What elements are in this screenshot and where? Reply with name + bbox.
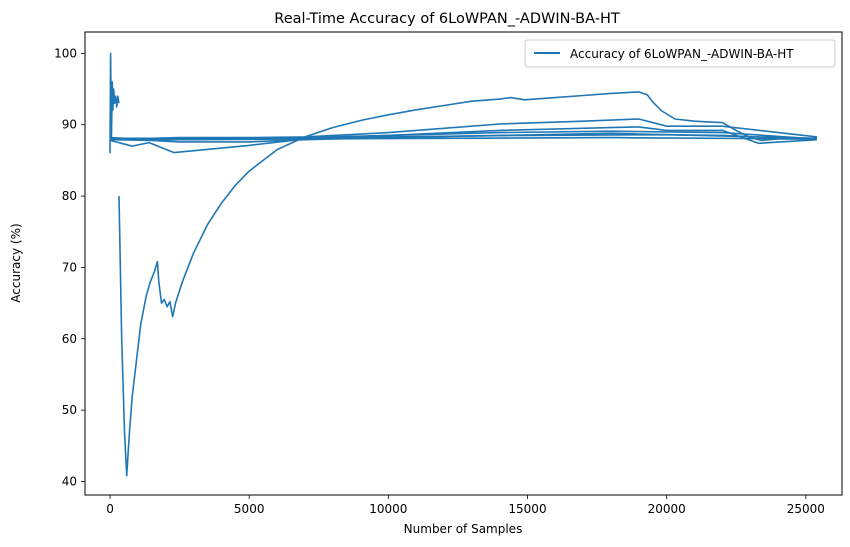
- series-line-segment: [110, 136, 818, 141]
- series-line-segment: [109, 52, 120, 154]
- y-tick-label: 80: [62, 189, 77, 203]
- x-tick-label: 25000: [787, 502, 825, 516]
- chart-title: Real-Time Accuracy of 6LoWPAN_-ADWIN-BA-…: [274, 11, 620, 27]
- series-line-segment: [118, 91, 817, 477]
- y-tick-label: 90: [62, 118, 77, 132]
- y-axis-label: Accuracy (%): [9, 223, 23, 302]
- x-tick-label: 0: [106, 502, 114, 516]
- y-tick-label: 60: [62, 332, 77, 346]
- plot-area: [84, 31, 843, 496]
- legend: Accuracy of 6LoWPAN_-ADWIN-BA-HT: [524, 39, 836, 68]
- x-tick-label: 10000: [369, 502, 407, 516]
- series-line-segment: [109, 126, 818, 154]
- legend-entry-label: Accuracy of 6LoWPAN_-ADWIN-BA-HT: [570, 47, 794, 61]
- series-lines: [109, 52, 818, 477]
- y-tick-label: 100: [54, 46, 77, 60]
- x-axis-ticks: 0 5000 10000 15000 20000 25000: [106, 495, 825, 516]
- y-tick-label: 50: [62, 403, 77, 417]
- y-tick-label: 70: [62, 260, 77, 274]
- plot-frame: [84, 31, 843, 496]
- x-tick-label: 15000: [508, 502, 546, 516]
- x-tick-label: 20000: [648, 502, 686, 516]
- x-tick-label: 5000: [234, 502, 265, 516]
- y-axis-ticks: 40 50 60 70 80 90 100: [54, 46, 85, 488]
- y-tick-label: 40: [62, 474, 77, 488]
- legend-box: [524, 39, 836, 68]
- x-axis-label: Number of Samples: [404, 522, 523, 536]
